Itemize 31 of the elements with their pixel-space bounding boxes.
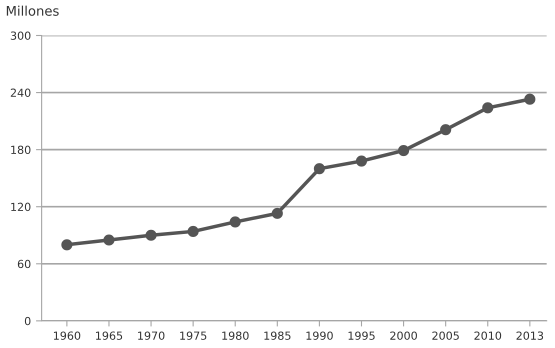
x-tick-label: 2005 <box>432 331 459 340</box>
point <box>398 145 410 156</box>
x-tick-label: 1965 <box>96 331 122 340</box>
point <box>103 234 115 246</box>
x-tick-label: 1970 <box>138 331 164 340</box>
x-tick-label: 1980 <box>222 331 249 340</box>
x-tick-label: 1990 <box>306 331 333 340</box>
x-tick-label: 1975 <box>180 331 206 340</box>
x-tick-label: 1960 <box>54 331 80 340</box>
y-tick-label: 120 <box>11 202 30 212</box>
x-tick-label: 1995 <box>348 331 375 340</box>
point <box>440 124 452 136</box>
y-tick-label: 240 <box>10 88 30 97</box>
point <box>230 216 241 228</box>
point <box>61 239 72 250</box>
x-tick-label: 2000 <box>390 331 417 340</box>
point <box>524 94 536 105</box>
point <box>188 226 199 237</box>
y-tick-label: 60 <box>18 260 30 268</box>
x-tick-label: 1985 <box>264 331 290 340</box>
point <box>482 102 494 114</box>
x-tick-label: 2010 <box>474 331 502 340</box>
y-tick-label: 0 <box>24 316 30 326</box>
point <box>272 208 283 219</box>
point <box>145 230 157 241</box>
point <box>314 163 325 174</box>
x-tick-label: 2013 <box>516 331 544 340</box>
y-axis-title: Millones <box>6 6 59 16</box>
point <box>356 156 368 167</box>
y-tick-label: 300 <box>10 31 30 40</box>
y-tick-label: 180 <box>11 146 30 154</box>
